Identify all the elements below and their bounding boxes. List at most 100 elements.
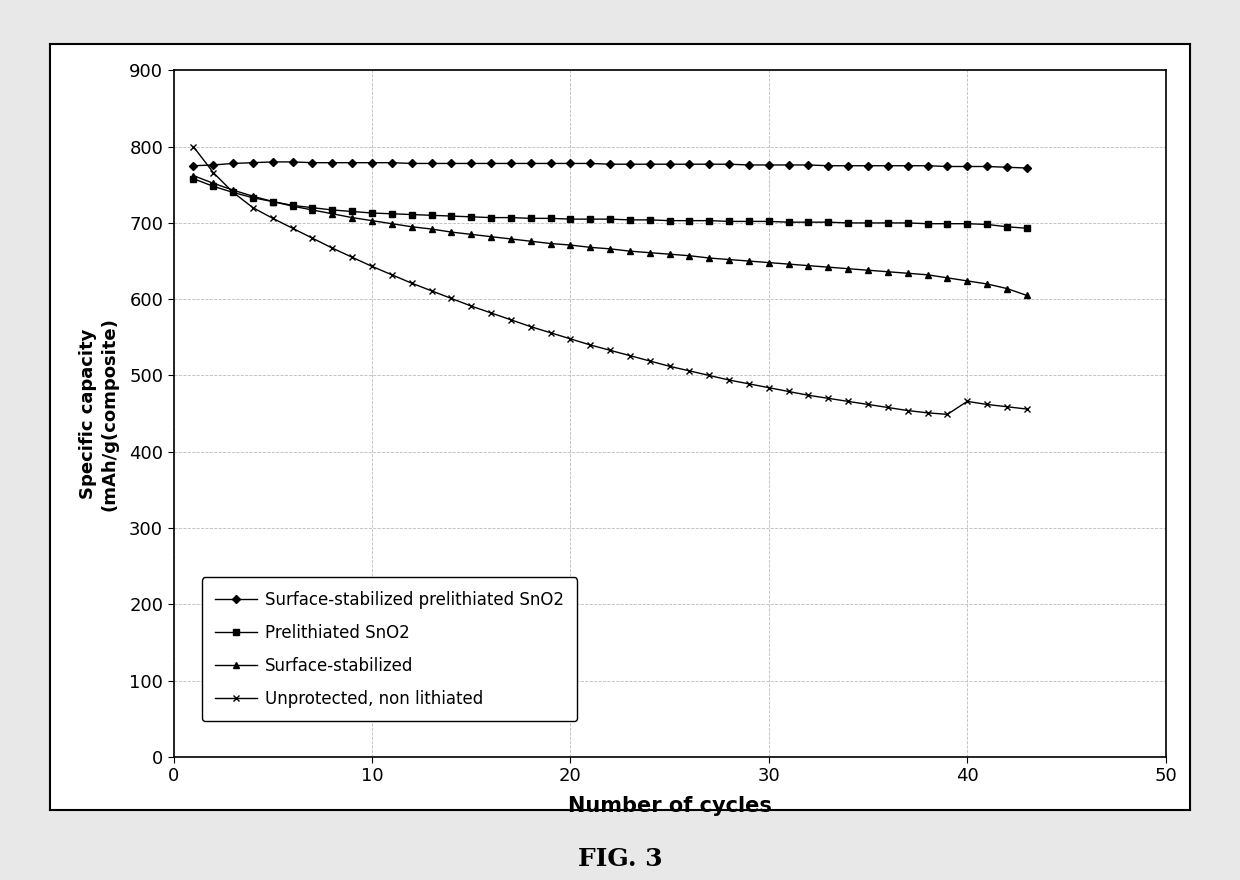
Surface-stabilized: [920, 269, 935, 280]
Prelithiated SnO2: [642, 215, 657, 225]
Unprotected, non lithiated: [345, 252, 360, 262]
Prelithiated SnO2: [880, 217, 895, 228]
Prelithiated SnO2: [186, 173, 201, 184]
Surface-stabilized: [345, 212, 360, 223]
Surface-stabilized prelithiated SnO2: [662, 159, 677, 170]
Surface-stabilized: [325, 209, 340, 219]
Surface-stabilized: [226, 185, 241, 195]
Unprotected, non lithiated: [761, 383, 776, 393]
Unprotected, non lithiated: [920, 407, 935, 418]
Surface-stabilized: [523, 236, 538, 246]
Surface-stabilized: [484, 231, 498, 242]
X-axis label: Number of cycles: Number of cycles: [568, 796, 771, 817]
Surface-stabilized prelithiated SnO2: [1019, 163, 1034, 173]
Surface-stabilized prelithiated SnO2: [186, 160, 201, 171]
Surface-stabilized: [186, 171, 201, 181]
Surface-stabilized prelithiated SnO2: [384, 158, 399, 168]
Surface-stabilized: [444, 227, 459, 238]
Surface-stabilized prelithiated SnO2: [503, 158, 518, 169]
Surface-stabilized: [702, 253, 717, 263]
Prelithiated SnO2: [999, 222, 1014, 232]
Surface-stabilized: [563, 239, 578, 250]
Unprotected, non lithiated: [742, 378, 756, 389]
Unprotected, non lithiated: [662, 361, 677, 371]
Unprotected, non lithiated: [206, 167, 221, 178]
Surface-stabilized prelithiated SnO2: [563, 158, 578, 169]
Prelithiated SnO2: [960, 218, 975, 229]
Prelithiated SnO2: [384, 209, 399, 219]
Surface-stabilized prelithiated SnO2: [583, 158, 598, 169]
Unprotected, non lithiated: [543, 327, 558, 338]
Surface-stabilized prelithiated SnO2: [702, 159, 717, 170]
Prelithiated SnO2: [920, 218, 935, 229]
Unprotected, non lithiated: [305, 233, 320, 244]
Unprotected, non lithiated: [821, 393, 836, 404]
Surface-stabilized: [285, 201, 300, 211]
Prelithiated SnO2: [622, 215, 637, 225]
Surface-stabilized: [464, 229, 479, 239]
Prelithiated SnO2: [742, 216, 756, 227]
Unprotected, non lithiated: [503, 314, 518, 325]
Unprotected, non lithiated: [563, 334, 578, 344]
Surface-stabilized: [503, 234, 518, 245]
Unprotected, non lithiated: [523, 321, 538, 332]
Surface-stabilized: [206, 178, 221, 188]
Unprotected, non lithiated: [900, 406, 915, 416]
Prelithiated SnO2: [682, 216, 697, 226]
Prelithiated SnO2: [265, 196, 280, 207]
Surface-stabilized: [880, 267, 895, 277]
Line: Prelithiated SnO2: Prelithiated SnO2: [191, 176, 1029, 231]
Prelithiated SnO2: [583, 214, 598, 224]
Prelithiated SnO2: [206, 181, 221, 192]
Unprotected, non lithiated: [464, 301, 479, 312]
Surface-stabilized: [900, 268, 915, 279]
Surface-stabilized: [1019, 290, 1034, 301]
Prelithiated SnO2: [781, 216, 796, 227]
Unprotected, non lithiated: [603, 345, 618, 356]
Unprotected, non lithiated: [999, 401, 1014, 412]
Surface-stabilized: [722, 254, 737, 265]
Surface-stabilized prelithiated SnO2: [781, 159, 796, 170]
Surface-stabilized prelithiated SnO2: [365, 158, 379, 168]
Unprotected, non lithiated: [960, 396, 975, 407]
Prelithiated SnO2: [722, 216, 737, 227]
Prelithiated SnO2: [801, 216, 816, 227]
Surface-stabilized prelithiated SnO2: [226, 158, 241, 169]
Surface-stabilized: [424, 224, 439, 234]
Surface-stabilized prelithiated SnO2: [841, 160, 856, 171]
Surface-stabilized prelithiated SnO2: [821, 160, 836, 171]
Prelithiated SnO2: [523, 213, 538, 224]
Surface-stabilized: [940, 273, 955, 283]
Unprotected, non lithiated: [861, 400, 875, 410]
Unprotected, non lithiated: [384, 269, 399, 280]
Prelithiated SnO2: [503, 212, 518, 223]
Prelithiated SnO2: [821, 216, 836, 227]
Surface-stabilized prelithiated SnO2: [523, 158, 538, 169]
Surface-stabilized: [543, 238, 558, 249]
Surface-stabilized: [861, 265, 875, 275]
Prelithiated SnO2: [861, 217, 875, 228]
Surface-stabilized prelithiated SnO2: [265, 157, 280, 167]
Surface-stabilized prelithiated SnO2: [603, 159, 618, 170]
Surface-stabilized prelithiated SnO2: [444, 158, 459, 169]
Surface-stabilized: [801, 260, 816, 271]
Surface-stabilized prelithiated SnO2: [622, 159, 637, 170]
Surface-stabilized prelithiated SnO2: [285, 157, 300, 167]
Prelithiated SnO2: [404, 209, 419, 220]
Unprotected, non lithiated: [265, 213, 280, 224]
Surface-stabilized: [583, 242, 598, 253]
Surface-stabilized prelithiated SnO2: [999, 162, 1014, 172]
Unprotected, non lithiated: [980, 400, 994, 410]
Surface-stabilized prelithiated SnO2: [900, 160, 915, 171]
Surface-stabilized: [841, 263, 856, 274]
Surface-stabilized: [265, 196, 280, 207]
Surface-stabilized prelithiated SnO2: [980, 161, 994, 172]
Surface-stabilized: [642, 247, 657, 258]
Line: Surface-stabilized: Surface-stabilized: [191, 172, 1029, 298]
Unprotected, non lithiated: [484, 308, 498, 319]
Prelithiated SnO2: [325, 205, 340, 216]
Unprotected, non lithiated: [682, 365, 697, 376]
Surface-stabilized prelithiated SnO2: [920, 160, 935, 171]
Prelithiated SnO2: [246, 193, 260, 203]
Surface-stabilized prelithiated SnO2: [940, 161, 955, 172]
